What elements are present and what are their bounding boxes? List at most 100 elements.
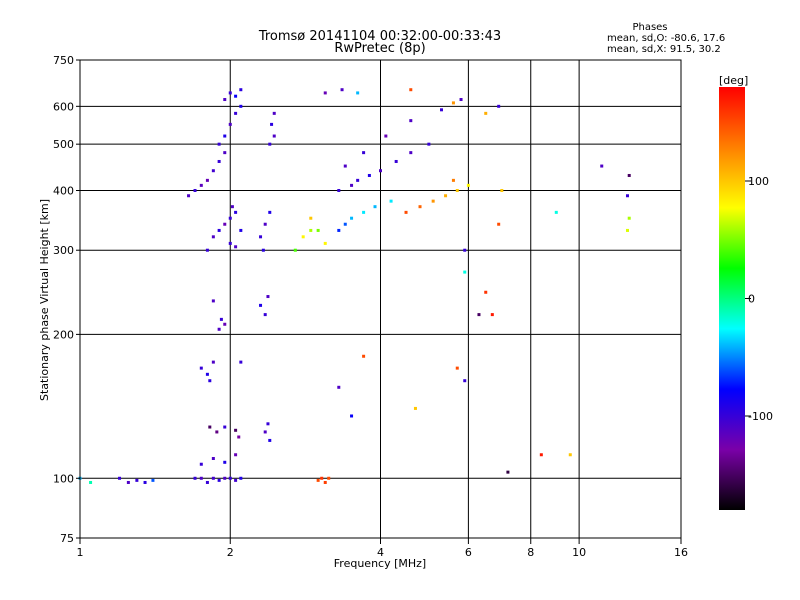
data-point [293,248,297,252]
data-point [301,235,305,239]
data-point [228,476,232,480]
data-points [78,88,631,484]
data-point [126,480,130,484]
data-point [261,248,265,252]
data-point [230,205,234,209]
data-point [272,134,276,138]
data-point [444,194,448,198]
data-point [199,366,203,370]
data-point [309,228,313,232]
data-point [263,430,267,434]
x-tick-label: 8 [527,546,534,559]
phase-stats-label: Phases [632,22,667,33]
colorbar-tick-label: -100 [748,410,773,423]
colorbar-tick-label: 0 [748,293,755,306]
data-point [337,228,341,232]
data-point [327,476,331,480]
data-point [193,188,197,192]
data-point [223,425,227,429]
x-tick-label: 2 [227,546,234,559]
data-point [268,142,272,146]
data-point [350,414,354,418]
data-point [151,478,155,482]
data-point [625,194,629,198]
data-point [459,98,463,102]
x-axis: 1 2 4 6 8 10 16 [77,538,688,559]
data-point [205,480,209,484]
data-point [270,122,274,126]
data-point [350,183,354,187]
data-point [223,222,227,226]
data-point [217,478,221,482]
data-point [409,88,413,92]
data-point [362,210,366,214]
data-point [409,151,413,155]
data-point [211,360,215,364]
data-point [208,379,212,383]
data-point [627,173,631,177]
y-tick-label: 600 [53,100,74,113]
data-point [234,453,238,457]
data-point [259,235,263,239]
data-point [373,205,377,209]
data-point [451,178,455,182]
data-point [239,476,243,480]
chart-title: Tromsø 20141104 00:32:00-00:33:43 [258,29,501,44]
data-point [431,199,435,203]
data-point [234,111,238,115]
data-point [568,453,572,457]
data-point [490,313,494,317]
y-tick-label: 750 [53,54,74,67]
y-tick-label: 300 [53,244,74,257]
y-axis: 75 100 200 300 400 500 600 750 [53,54,80,545]
data-point [316,228,320,232]
data-point [404,210,408,214]
data-point [223,134,227,138]
data-point [506,470,510,474]
data-point [337,385,341,389]
data-point [409,119,413,123]
data-point [272,111,276,115]
data-point [625,228,629,232]
data-point [427,142,431,146]
data-point [477,313,481,317]
chart-subtitle: RwPretec (8p) [334,41,425,56]
data-point [463,379,467,383]
data-point [223,460,227,464]
x-tick-label: 16 [674,546,688,559]
phase-stats-o-mode: mean, sd,O: -80.6, 17.6 [607,33,725,44]
x-tick-label: 6 [465,546,472,559]
data-point [323,241,327,245]
data-point [539,453,543,457]
data-point [463,270,467,274]
data-point [350,216,354,220]
data-point [89,480,93,484]
y-tick-label: 500 [53,138,74,151]
data-point [215,430,219,434]
data-point [362,354,366,358]
data-point [234,428,238,432]
data-point [211,169,215,173]
data-point [500,188,504,192]
data-point [237,435,241,439]
data-point [466,183,470,187]
data-point [455,366,459,370]
data-point [266,422,270,426]
data-point [211,299,215,303]
data-point [451,101,455,105]
data-point [199,476,203,480]
data-point [219,317,223,321]
title-group: Tromsø 20141104 00:32:00-00:33:43 RwPret… [258,29,501,56]
y-tick-label: 400 [53,184,74,197]
data-point [223,322,227,326]
data-point [455,188,459,192]
y-axis-label: Stationary phase Virtual Height [km] [38,199,51,401]
colorbar-label: [deg] [719,74,748,87]
data-point [497,222,501,226]
y-tick-label: 200 [53,328,74,341]
data-point [234,478,238,482]
colorbar: [deg] 100 0 -100 [719,74,773,510]
data-point [228,216,232,220]
data-point [259,303,263,307]
